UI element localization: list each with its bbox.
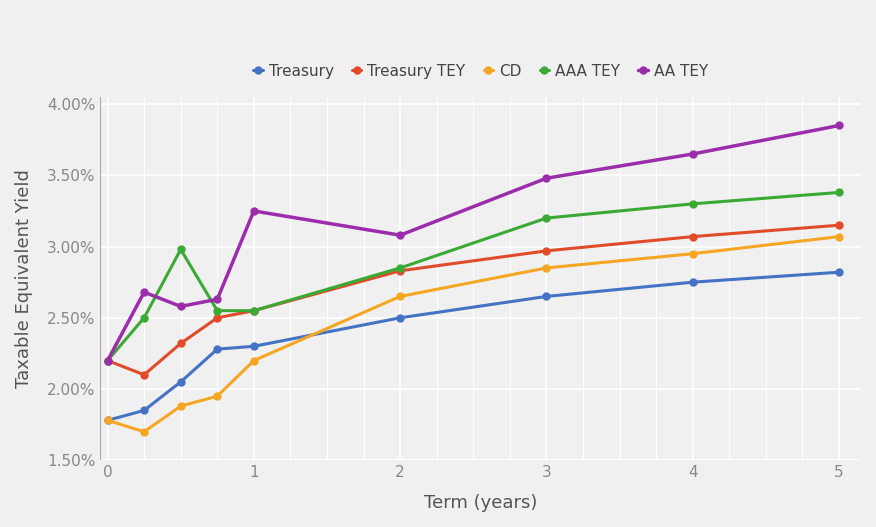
Y-axis label: Taxable Equivalent Yield: Taxable Equivalent Yield — [15, 169, 33, 388]
AA TEY — [139, 289, 150, 295]
Treasury — [139, 407, 150, 414]
Treasury — [688, 279, 698, 285]
Line: Treasury TEY: Treasury TEY — [104, 222, 843, 378]
AA TEY — [688, 151, 698, 157]
CD — [102, 417, 113, 424]
AAA TEY — [688, 201, 698, 207]
Treasury TEY — [541, 248, 552, 254]
AAA TEY — [212, 308, 223, 314]
Line: AAA TEY: AAA TEY — [104, 189, 843, 364]
CD — [541, 265, 552, 271]
AA TEY — [212, 296, 223, 302]
Treasury — [102, 417, 113, 424]
Line: CD: CD — [104, 233, 843, 435]
AAA TEY — [395, 265, 406, 271]
Treasury — [175, 379, 186, 385]
Treasury TEY — [249, 308, 259, 314]
Line: Treasury: Treasury — [104, 269, 843, 424]
Treasury TEY — [688, 233, 698, 240]
AA TEY — [541, 175, 552, 181]
CD — [212, 393, 223, 399]
Treasury — [212, 346, 223, 353]
AAA TEY — [541, 215, 552, 221]
AAA TEY — [102, 357, 113, 364]
CD — [139, 428, 150, 435]
AA TEY — [249, 208, 259, 214]
Legend: Treasury, Treasury TEY, CD, AAA TEY, AA TEY: Treasury, Treasury TEY, CD, AAA TEY, AA … — [247, 57, 714, 85]
Treasury — [834, 269, 844, 276]
Treasury TEY — [834, 222, 844, 228]
AA TEY — [395, 232, 406, 238]
Treasury TEY — [212, 315, 223, 321]
AAA TEY — [175, 246, 186, 252]
AAA TEY — [249, 308, 259, 314]
AAA TEY — [834, 189, 844, 196]
CD — [395, 293, 406, 299]
X-axis label: Term (years): Term (years) — [424, 494, 537, 512]
Treasury TEY — [395, 268, 406, 274]
AAA TEY — [139, 315, 150, 321]
CD — [834, 233, 844, 240]
Treasury TEY — [102, 357, 113, 364]
Treasury — [249, 343, 259, 349]
AA TEY — [175, 303, 186, 309]
Line: AA TEY: AA TEY — [104, 122, 843, 364]
Treasury — [541, 293, 552, 299]
CD — [688, 250, 698, 257]
Treasury TEY — [175, 340, 186, 347]
AA TEY — [102, 357, 113, 364]
Treasury — [395, 315, 406, 321]
Treasury TEY — [139, 372, 150, 378]
CD — [175, 403, 186, 409]
CD — [249, 357, 259, 364]
AA TEY — [834, 122, 844, 129]
